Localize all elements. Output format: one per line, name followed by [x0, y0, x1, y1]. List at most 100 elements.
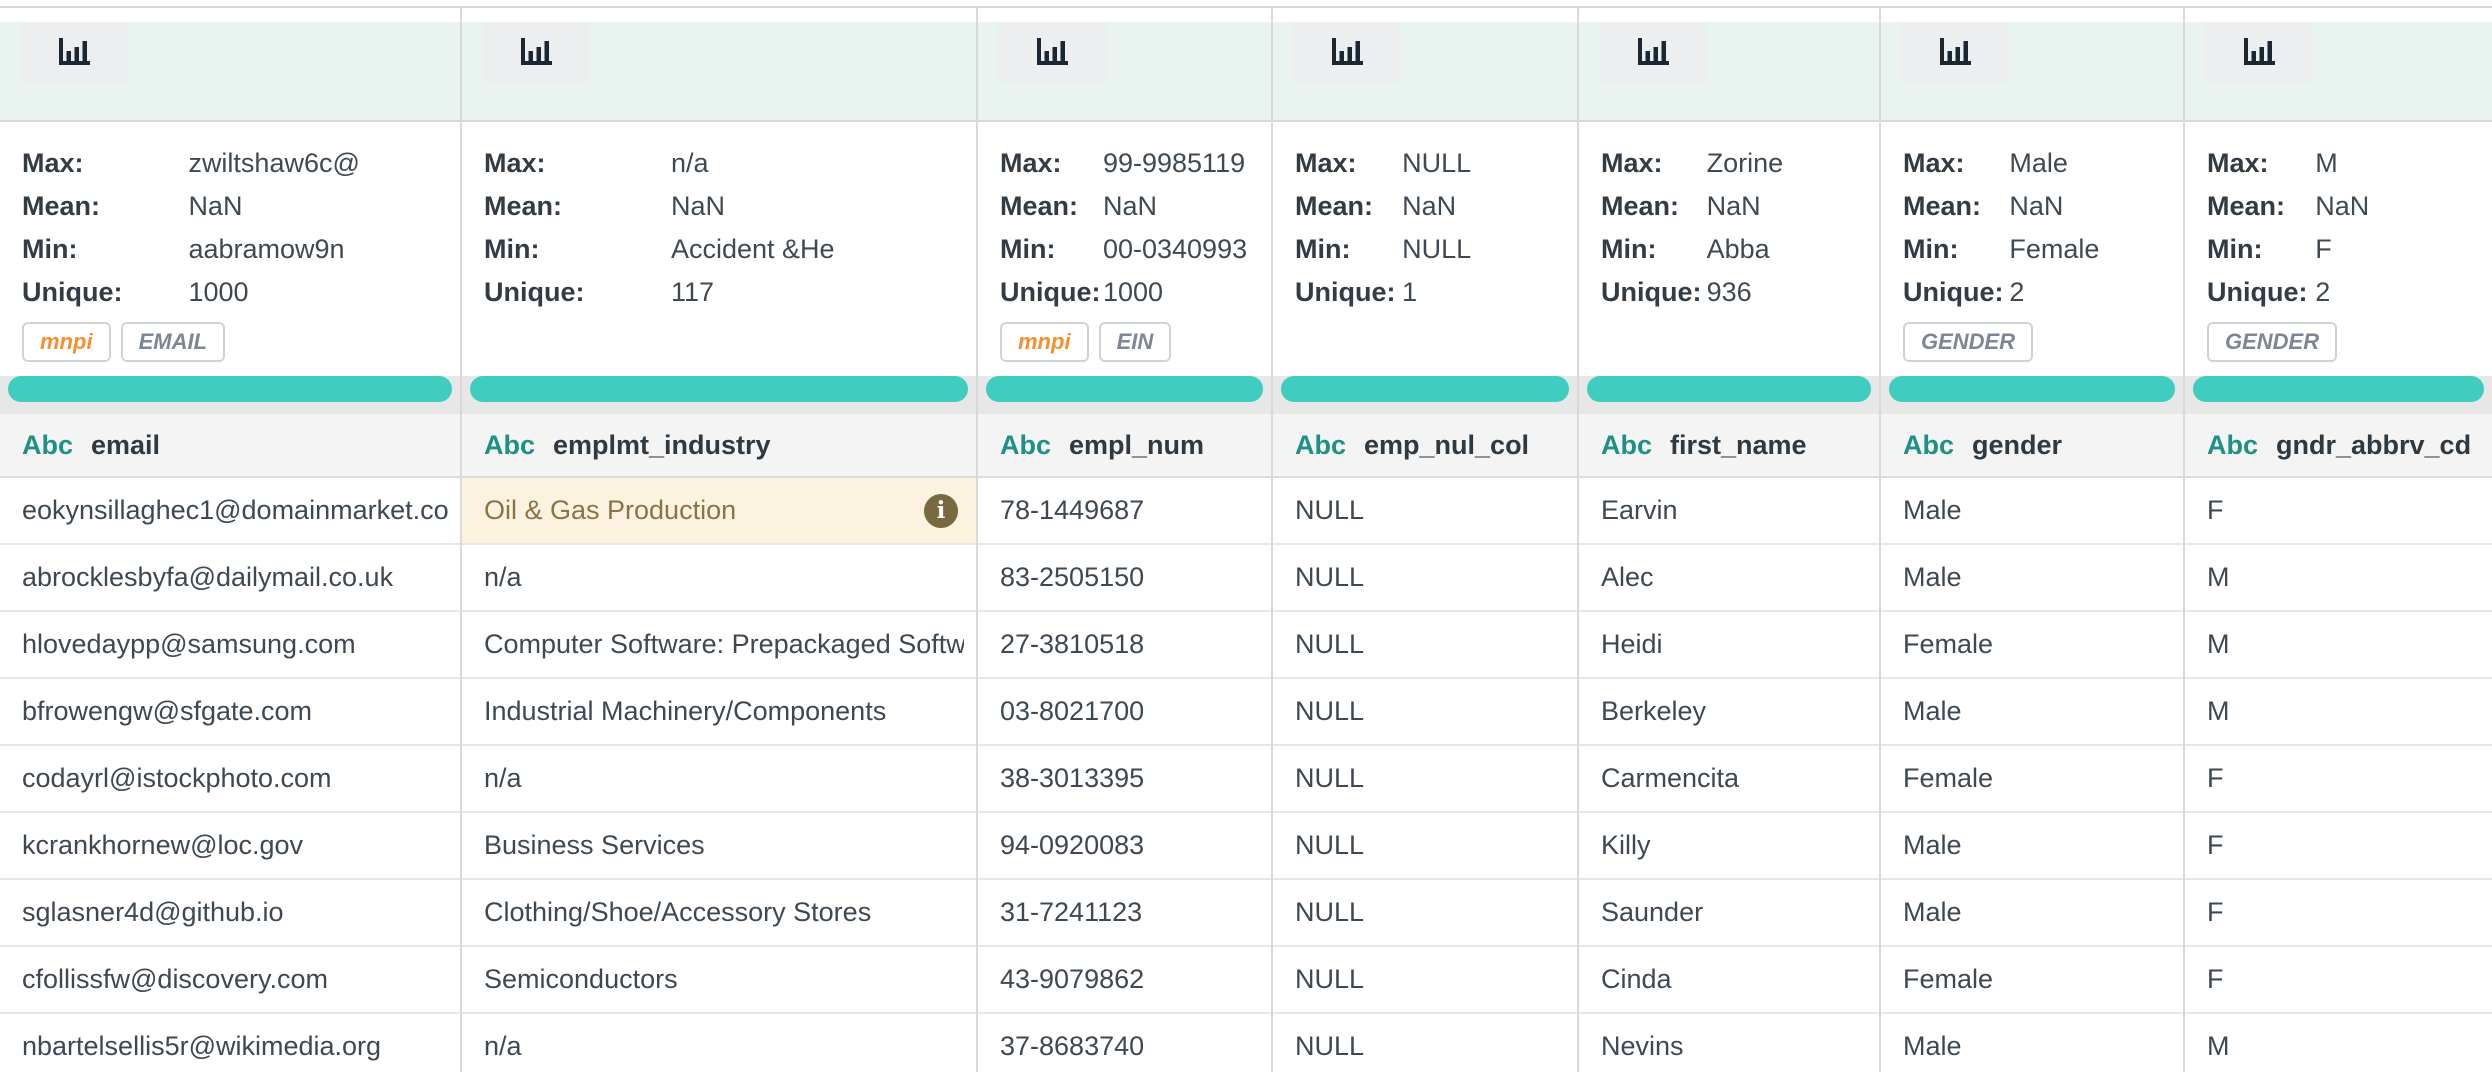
table-cell[interactable]: Female — [1881, 947, 2183, 1014]
table-cell[interactable]: Nevins — [1579, 1014, 1879, 1072]
chart-button[interactable] — [1901, 22, 2009, 82]
table-cell[interactable]: Earvin — [1579, 478, 1879, 545]
table-cell[interactable]: 37-8683740 — [978, 1014, 1271, 1072]
table-cell[interactable]: Semiconductors — [462, 947, 976, 1014]
column-header[interactable]: Abc empl_num — [978, 414, 1271, 478]
chart-button[interactable] — [20, 22, 128, 82]
table-cell[interactable]: M — [2185, 612, 2492, 679]
table-cell[interactable]: NULL — [1273, 813, 1577, 880]
table-cell[interactable]: F — [2185, 880, 2492, 947]
info-icon[interactable]: i — [924, 493, 958, 528]
column-header[interactable]: Abc email — [0, 414, 460, 478]
table-cell[interactable]: F — [2185, 813, 2492, 880]
cell-text: Saunder — [1601, 897, 1704, 927]
column-tag[interactable]: EIN — [1098, 322, 1172, 363]
table-cell[interactable]: Male — [1881, 813, 2183, 880]
table-cell[interactable]: 78-1449687 — [978, 478, 1271, 545]
table-cell[interactable]: F — [2185, 478, 2492, 545]
chart-button[interactable] — [1293, 22, 1401, 82]
table-cell[interactable]: NULL — [1273, 679, 1577, 746]
table-cell[interactable]: NULL — [1273, 746, 1577, 813]
chart-button[interactable] — [482, 22, 590, 82]
table-cell[interactable]: Carmencita — [1579, 746, 1879, 813]
table-cell[interactable]: bfrowengw@sfgate.com — [0, 679, 460, 746]
stat-label-unique: Unique: — [484, 277, 585, 307]
stat-value-unique: 1 — [1402, 277, 1418, 307]
table-cell[interactable]: 31-7241123 — [978, 880, 1271, 947]
cell-text: eokynsillaghec1@domainmarket.com — [22, 495, 448, 525]
table-cell[interactable]: NULL — [1273, 880, 1577, 947]
table-cell[interactable]: M — [2185, 545, 2492, 612]
table-cell[interactable]: 03-8021700 — [978, 679, 1271, 746]
table-cell[interactable]: Cinda — [1579, 947, 1879, 1014]
table-cell[interactable]: NULL — [1273, 612, 1577, 679]
table-cell[interactable]: Clothing/Shoe/Accessory Stores — [462, 880, 976, 947]
column-cells: Oil & Gas Production i n/a Computer Softwar… — [462, 478, 976, 1072]
table-cell[interactable]: Killy — [1579, 813, 1879, 880]
column-tag[interactable]: mnpi — [22, 322, 111, 363]
table-cell[interactable]: Male — [1881, 1014, 2183, 1072]
table-cell[interactable]: F — [2185, 746, 2492, 813]
table-cell[interactable]: NULL — [1273, 545, 1577, 612]
table-cell[interactable]: Male — [1881, 545, 2183, 612]
column-name: emp_nul_col — [1364, 429, 1530, 460]
column-tag[interactable]: EMAIL — [120, 322, 226, 363]
table-cell[interactable]: nbartelsellis5r@wikimedia.org — [0, 1014, 460, 1072]
cell-text: NULL — [1295, 897, 1365, 927]
table-cell[interactable]: Computer Software: Prepackaged Software — [462, 612, 976, 679]
table-cell[interactable]: F — [2185, 947, 2492, 1014]
table-cell[interactable]: M — [2185, 1014, 2492, 1072]
table-cell[interactable]: eokynsillaghec1@domainmarket.com — [0, 478, 460, 545]
chart-button[interactable] — [998, 22, 1106, 82]
table-cell[interactable]: Female — [1881, 746, 2183, 813]
table-cell[interactable]: Heidi — [1579, 612, 1879, 679]
table-cell[interactable]: n/a — [462, 1014, 976, 1072]
fill-bar — [8, 376, 452, 402]
table-cell[interactable]: kcrankhornew@loc.gov — [0, 813, 460, 880]
table-cell[interactable]: codayrl@istockphoto.com — [0, 746, 460, 813]
table-cell[interactable]: 38-3013395 — [978, 746, 1271, 813]
table-cell[interactable]: Business Services — [462, 813, 976, 880]
column-header[interactable]: Abc first_name — [1579, 414, 1879, 478]
chart-button[interactable] — [1599, 22, 1707, 82]
table-cell[interactable]: NULL — [1273, 478, 1577, 545]
table-cell[interactable]: Industrial Machinery/Components — [462, 679, 976, 746]
column-header[interactable]: Abc emp_nul_col — [1273, 414, 1577, 478]
table-cell[interactable]: 83-2505150 — [978, 545, 1271, 612]
stat-label-unique: Unique: — [2207, 277, 2308, 307]
table-cell[interactable]: Male — [1881, 679, 2183, 746]
table-cell[interactable]: NULL — [1273, 947, 1577, 1014]
table-cell[interactable]: Female — [1881, 612, 2183, 679]
stat-label-max: Max: — [22, 148, 84, 178]
table-cell[interactable]: Oil & Gas Production i — [462, 478, 976, 545]
table-cell[interactable]: n/a — [462, 746, 976, 813]
table-cell[interactable]: sglasner4d@github.io — [0, 880, 460, 947]
cell-text: F — [2207, 830, 2224, 860]
column-tag[interactable]: GENDER — [2207, 322, 2338, 363]
table-cell[interactable]: M — [2185, 679, 2492, 746]
column-header[interactable]: Abc gender — [1881, 414, 2183, 478]
table-cell[interactable]: n/a — [462, 545, 976, 612]
table-cell[interactable]: Male — [1881, 880, 2183, 947]
table-cell[interactable]: NULL — [1273, 1014, 1577, 1072]
table-column: Max: n/a Mean: NaN Min: Accident &He Uni… — [462, 8, 978, 1072]
column-header[interactable]: Abc gndr_abbrv_cd — [2185, 414, 2492, 478]
table-cell[interactable]: Alec — [1579, 545, 1879, 612]
stat-value-unique: 1000 — [1102, 277, 1164, 307]
fill-bar-track — [0, 376, 460, 414]
table-cell[interactable]: Berkeley — [1579, 679, 1879, 746]
table-cell[interactable]: 94-0920083 — [978, 813, 1271, 880]
cell-text: M — [2207, 696, 2230, 726]
table-cell[interactable]: Male — [1881, 478, 2183, 545]
table-cell[interactable]: 43-9079862 — [978, 947, 1271, 1014]
table-cell[interactable]: Saunder — [1579, 880, 1879, 947]
table-cell[interactable]: abrocklesbyfa@dailymail.co.uk — [0, 545, 460, 612]
table-cell[interactable]: cfollissfw@discovery.com — [0, 947, 460, 1014]
chart-button[interactable] — [2205, 22, 2313, 82]
column-tag[interactable]: GENDER — [1903, 322, 2034, 363]
column-tag[interactable]: mnpi — [1000, 322, 1089, 363]
cell-text: Oil & Gas Production — [484, 495, 737, 525]
table-cell[interactable]: 27-3810518 — [978, 612, 1271, 679]
column-header[interactable]: Abc emplmt_industry — [462, 414, 976, 478]
table-cell[interactable]: hlovedaypp@samsung.com — [0, 612, 460, 679]
